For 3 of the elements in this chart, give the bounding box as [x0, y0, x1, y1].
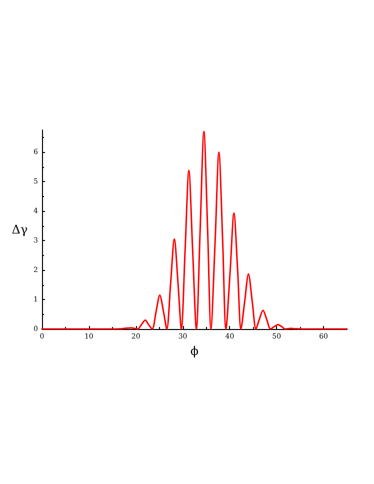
line-series: [41, 130, 348, 330]
y-axis-title: Δγ: [12, 222, 28, 236]
x-axis-title: ϕ: [190, 344, 199, 358]
